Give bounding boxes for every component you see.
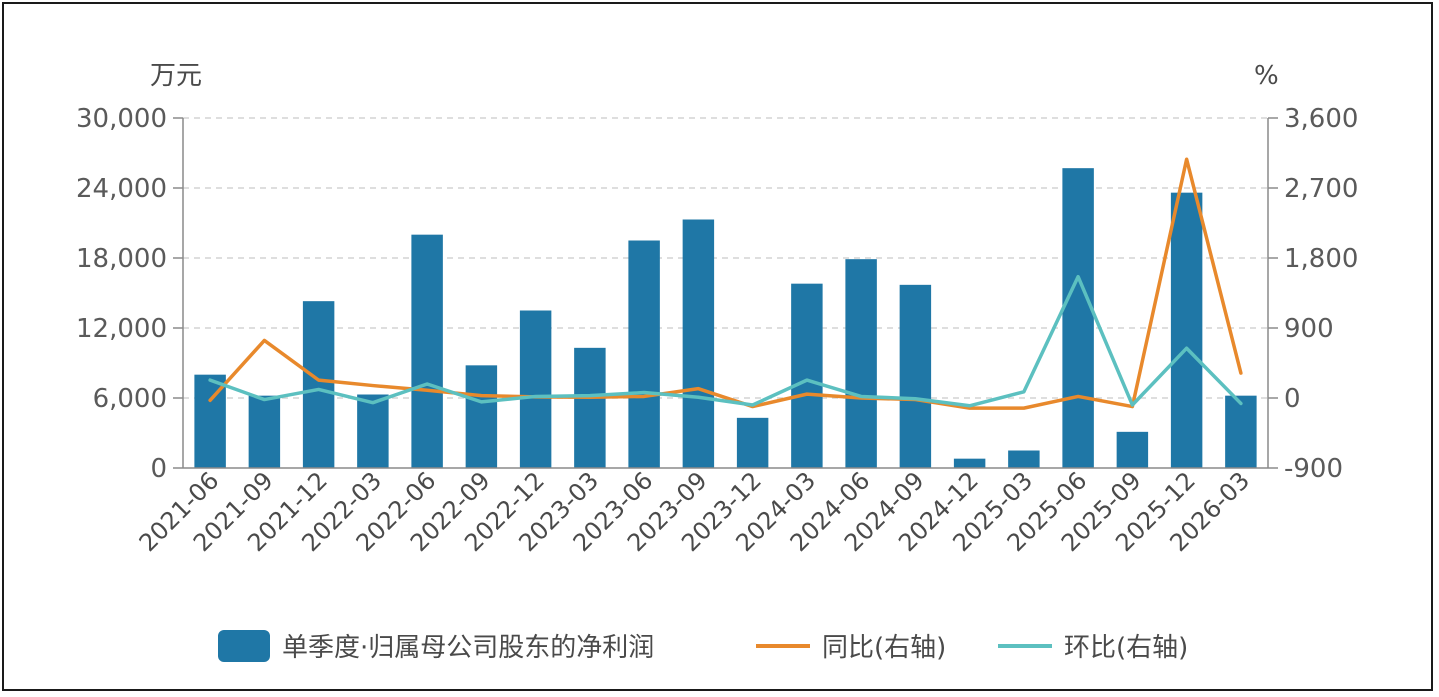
- right-axis-tick-label: 0: [1284, 384, 1301, 414]
- gridlines: [183, 117, 1268, 399]
- bar: [1170, 192, 1203, 468]
- bar: [628, 240, 660, 468]
- qoq-series-line: [208, 274, 1243, 408]
- legend-label-qoq: 环比(右轴): [1064, 633, 1188, 663]
- right-axis-tick-label: 900: [1284, 314, 1334, 344]
- bar: [574, 347, 606, 468]
- bar: [736, 417, 769, 468]
- left-axis-tick-label: 24,000: [76, 174, 167, 204]
- bar: [1062, 168, 1094, 468]
- bar: [899, 284, 932, 468]
- legend-swatch-bar: [218, 630, 270, 662]
- bars-group: [194, 168, 1257, 468]
- left-axis-tick-label: 12,000: [76, 314, 167, 344]
- bar: [302, 301, 335, 468]
- bar: [248, 395, 281, 468]
- lines-group: [208, 157, 1243, 410]
- left-axis-tick-label: 6,000: [93, 384, 167, 414]
- bar: [682, 219, 715, 468]
- left-unit-label: 万元: [150, 61, 202, 91]
- right-axis-tick-label: 3,600: [1284, 104, 1358, 134]
- bar: [953, 458, 986, 468]
- bar: [519, 310, 552, 468]
- bar: [1008, 450, 1040, 468]
- bar: [845, 259, 877, 468]
- right-axis-tick-label: 1,800: [1284, 244, 1358, 274]
- left-axis-tick-label: 30,000: [76, 104, 167, 134]
- legend-label-bar: 单季度·归属母公司股东的净利润: [282, 633, 654, 663]
- bar: [1116, 431, 1149, 468]
- bar: [1225, 395, 1257, 468]
- bar: [411, 234, 443, 468]
- right-axis-tick-label: 2,700: [1284, 174, 1358, 204]
- right-axis-tick-label: -900: [1284, 454, 1343, 484]
- ticks-group: 0 -900 6,000 0 12,000 900 18,000 1,800 24,000 2,7…: [76, 104, 1358, 557]
- bar: [357, 394, 389, 468]
- axes-group: [173, 117, 1278, 469]
- bar: [791, 283, 823, 468]
- left-axis-tick-label: 0: [150, 454, 167, 484]
- legend-label-yoy: 同比(右轴): [822, 633, 946, 663]
- right-unit-label: %: [1254, 61, 1279, 91]
- left-axis-tick-label: 18,000: [76, 244, 167, 274]
- bar: [465, 365, 498, 468]
- legend: 单季度·归属母公司股东的净利润 同比(右轴) 环比(右轴): [218, 630, 1188, 663]
- yoy-series-line: [208, 157, 1243, 410]
